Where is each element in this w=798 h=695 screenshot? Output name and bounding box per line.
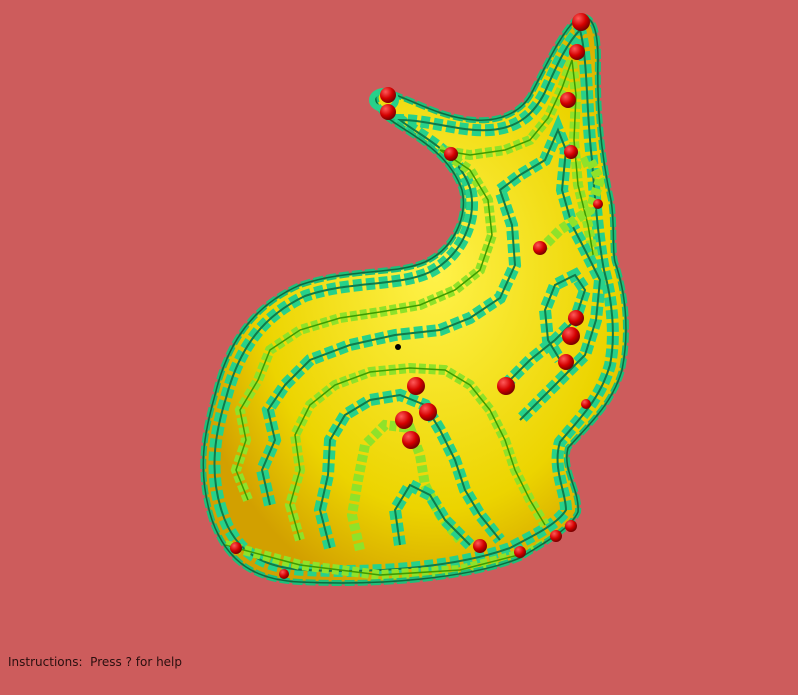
pick-point	[395, 344, 401, 350]
bunny-model[interactable]	[203, 17, 626, 583]
instructions-label: Instructions:	[8, 655, 83, 669]
vertex-markers	[230, 13, 603, 579]
instructions-text: Press ? for help	[90, 655, 183, 669]
instructions-bar: Instructions: Press ? for help	[8, 655, 182, 669]
